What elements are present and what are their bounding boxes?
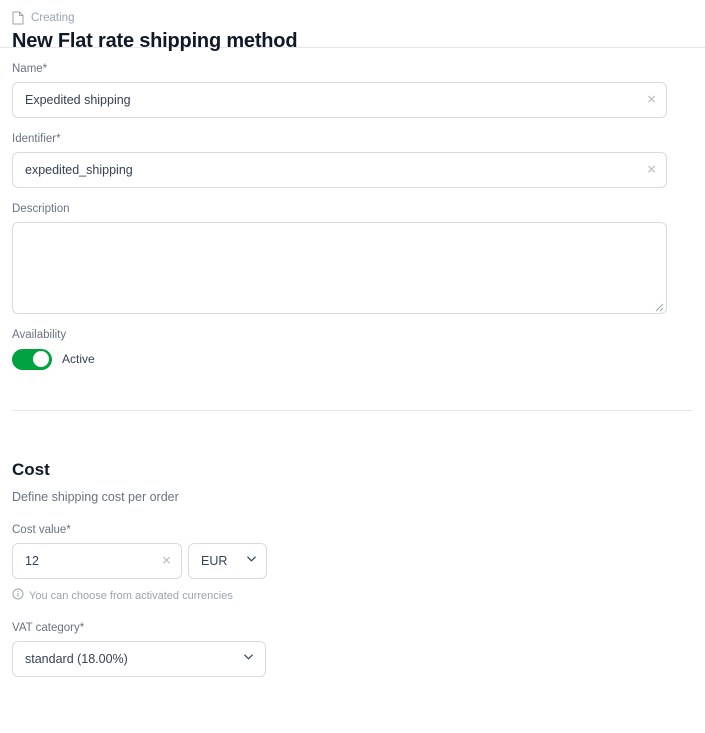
cost-value-row: ✕ EUR: [12, 543, 693, 579]
cost-section-title: Cost: [12, 460, 50, 479]
breadcrumb: Creating: [12, 10, 693, 26]
vat-category-value: standard (18.00%): [25, 652, 128, 666]
availability-toggle[interactable]: [12, 348, 52, 370]
vat-category-label: VAT category*: [12, 622, 85, 634]
name-field-label: Name*: [12, 63, 48, 75]
section-divider: [12, 410, 693, 411]
availability-label: Availability: [12, 329, 67, 341]
vat-category-group: VAT category* standard (18.00%): [12, 621, 693, 677]
description-textarea[interactable]: [12, 222, 667, 314]
cost-input-wrap: ✕: [12, 543, 182, 579]
page-header: Creating New Flat rate shipping method: [0, 0, 705, 52]
cost-value-group: Cost value* ✕ EUR: [12, 523, 693, 605]
description-field-label: Description: [12, 203, 70, 215]
chevron-down-icon: [242, 650, 255, 668]
clear-x-icon[interactable]: ✕: [646, 92, 657, 107]
currency-select[interactable]: EUR: [188, 543, 267, 579]
description-textarea-wrap: [12, 222, 667, 314]
breadcrumb-label: Creating: [31, 12, 75, 24]
identifier-field-group: Identifier* ✕: [12, 132, 693, 188]
chevron-down-icon: [245, 552, 258, 570]
clear-x-icon[interactable]: ✕: [161, 553, 172, 568]
cost-value-input[interactable]: [12, 543, 182, 579]
currency-select-value: EUR: [201, 554, 228, 568]
identifier-input[interactable]: [12, 152, 667, 188]
page-title: New Flat rate shipping method: [12, 30, 298, 52]
identifier-field-label: Identifier*: [12, 133, 61, 145]
info-circle-icon: [12, 587, 24, 605]
identifier-input-wrap: ✕: [12, 152, 667, 188]
currency-hint: You can choose from activated currencies: [12, 587, 693, 605]
name-input[interactable]: [12, 82, 667, 118]
availability-toggle-label: Active: [62, 352, 95, 366]
currency-hint-text: You can choose from activated currencies: [29, 590, 233, 602]
name-field-group: Name* ✕: [12, 62, 693, 118]
cost-section-subtitle: Define shipping cost per order: [12, 490, 179, 504]
form-body: Name* ✕ Identifier* ✕ Description: [0, 62, 705, 677]
name-input-wrap: ✕: [12, 82, 667, 118]
cost-value-label: Cost value*: [12, 524, 71, 536]
availability-toggle-row: Active: [12, 348, 693, 370]
clear-x-icon[interactable]: ✕: [646, 162, 657, 177]
availability-field-group: Availability Active: [12, 328, 693, 370]
vat-category-select[interactable]: standard (18.00%): [12, 641, 266, 677]
toggle-knob: [33, 351, 49, 367]
document-icon: [12, 11, 24, 25]
cost-section: Cost Define shipping cost per order Cost…: [12, 459, 693, 677]
description-field-group: Description: [12, 202, 693, 314]
